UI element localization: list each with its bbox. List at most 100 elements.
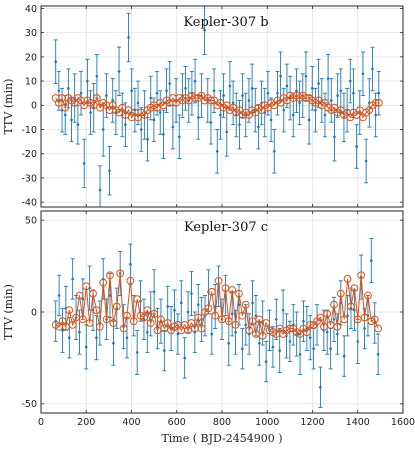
- panel-title: Kepler-307 b: [183, 15, 268, 30]
- observed-point: [323, 113, 327, 117]
- observed-point: [308, 336, 312, 340]
- x-tick-label: 800: [213, 417, 231, 428]
- observed-point: [193, 79, 197, 83]
- observed-point: [215, 150, 219, 153]
- observed-point: [361, 72, 365, 76]
- model-point: [204, 304, 213, 313]
- model-point: [350, 284, 359, 293]
- observed-point: [238, 123, 241, 126]
- model-point: [357, 271, 366, 280]
- model-point: [340, 315, 349, 324]
- model-point: [129, 317, 138, 326]
- model-point: [133, 295, 142, 304]
- x-tick-label: 1600: [391, 417, 415, 428]
- observed-point: [377, 91, 381, 95]
- observed-point: [266, 91, 270, 95]
- observed-point: [84, 345, 88, 349]
- model-point: [343, 275, 352, 283]
- observed-point: [222, 94, 225, 97]
- model-point: [333, 322, 342, 331]
- y-tick-label: -20: [21, 149, 37, 160]
- model-point: [75, 291, 84, 300]
- model-point: [224, 317, 233, 326]
- observed-point: [108, 294, 112, 297]
- observed-point: [342, 354, 346, 358]
- model-point: [123, 311, 131, 320]
- observed-point: [212, 89, 216, 93]
- observed-point: [67, 336, 71, 340]
- model-line: [55, 273, 379, 337]
- observed-point: [349, 307, 353, 310]
- observed-point: [101, 128, 105, 131]
- observed-point: [302, 319, 305, 323]
- model-point: [109, 319, 118, 327]
- observed-point: [163, 349, 166, 352]
- observed-point: [125, 336, 129, 340]
- model-point: [306, 320, 315, 329]
- observed-point: [124, 123, 127, 126]
- model-point: [255, 315, 264, 324]
- observed-point: [317, 82, 320, 85]
- observed-point: [63, 113, 67, 117]
- observed-point: [135, 351, 139, 354]
- observed-point: [196, 116, 200, 119]
- observed-point: [152, 290, 156, 294]
- observed-point: [95, 336, 98, 340]
- observed-point: [61, 329, 64, 332]
- observed-point: [247, 99, 251, 102]
- observed-point: [353, 308, 356, 312]
- observed-point: [281, 308, 285, 312]
- y-tick-label: 40: [25, 4, 37, 15]
- observed-point: [57, 89, 61, 93]
- model-point: [235, 289, 243, 298]
- model-point: [61, 103, 70, 112]
- observed-point: [371, 67, 374, 71]
- model-point: [336, 289, 345, 298]
- observed-point: [230, 312, 234, 316]
- panel-title: Kepler-307 c: [184, 220, 268, 235]
- model-point: [194, 313, 203, 322]
- observed-point: [364, 159, 368, 163]
- model-point: [374, 324, 383, 333]
- observed-point: [310, 87, 314, 90]
- observed-point: [209, 120, 213, 124]
- model-point: [214, 276, 223, 285]
- observed-point: [117, 70, 121, 73]
- observed-point: [127, 36, 130, 39]
- observed-point: [285, 84, 289, 88]
- model-point: [245, 326, 254, 335]
- observed-point: [257, 125, 260, 129]
- observed-point: [210, 332, 214, 336]
- observed-point: [78, 330, 81, 334]
- observed-point: [89, 111, 92, 114]
- observed-point: [155, 91, 159, 95]
- x-tick-label: 400: [122, 417, 140, 428]
- model-point: [146, 319, 155, 327]
- observed-point: [108, 169, 111, 172]
- observed-point: [71, 277, 74, 281]
- observed-point: [346, 314, 349, 317]
- model-point: [371, 98, 380, 107]
- observed-point: [291, 113, 295, 117]
- observed-point: [142, 318, 146, 321]
- observed-point: [95, 74, 99, 78]
- model-point: [360, 313, 369, 322]
- observed-point: [241, 347, 244, 351]
- model-point: [207, 96, 215, 105]
- model-point: [116, 269, 125, 278]
- y-tick-label: 0: [31, 101, 37, 112]
- model-point: [65, 306, 74, 315]
- observed-point: [158, 111, 162, 114]
- observed-point: [272, 150, 276, 153]
- observed-point: [332, 318, 336, 321]
- model-point: [95, 322, 104, 331]
- model-point: [106, 271, 114, 280]
- x-tick-label: 0: [38, 417, 44, 428]
- y-tick-label: -40: [21, 198, 37, 209]
- model-point: [68, 320, 77, 329]
- observed-point: [304, 74, 308, 78]
- model-point: [143, 306, 152, 315]
- observed-point: [278, 349, 281, 352]
- observed-point: [203, 28, 206, 32]
